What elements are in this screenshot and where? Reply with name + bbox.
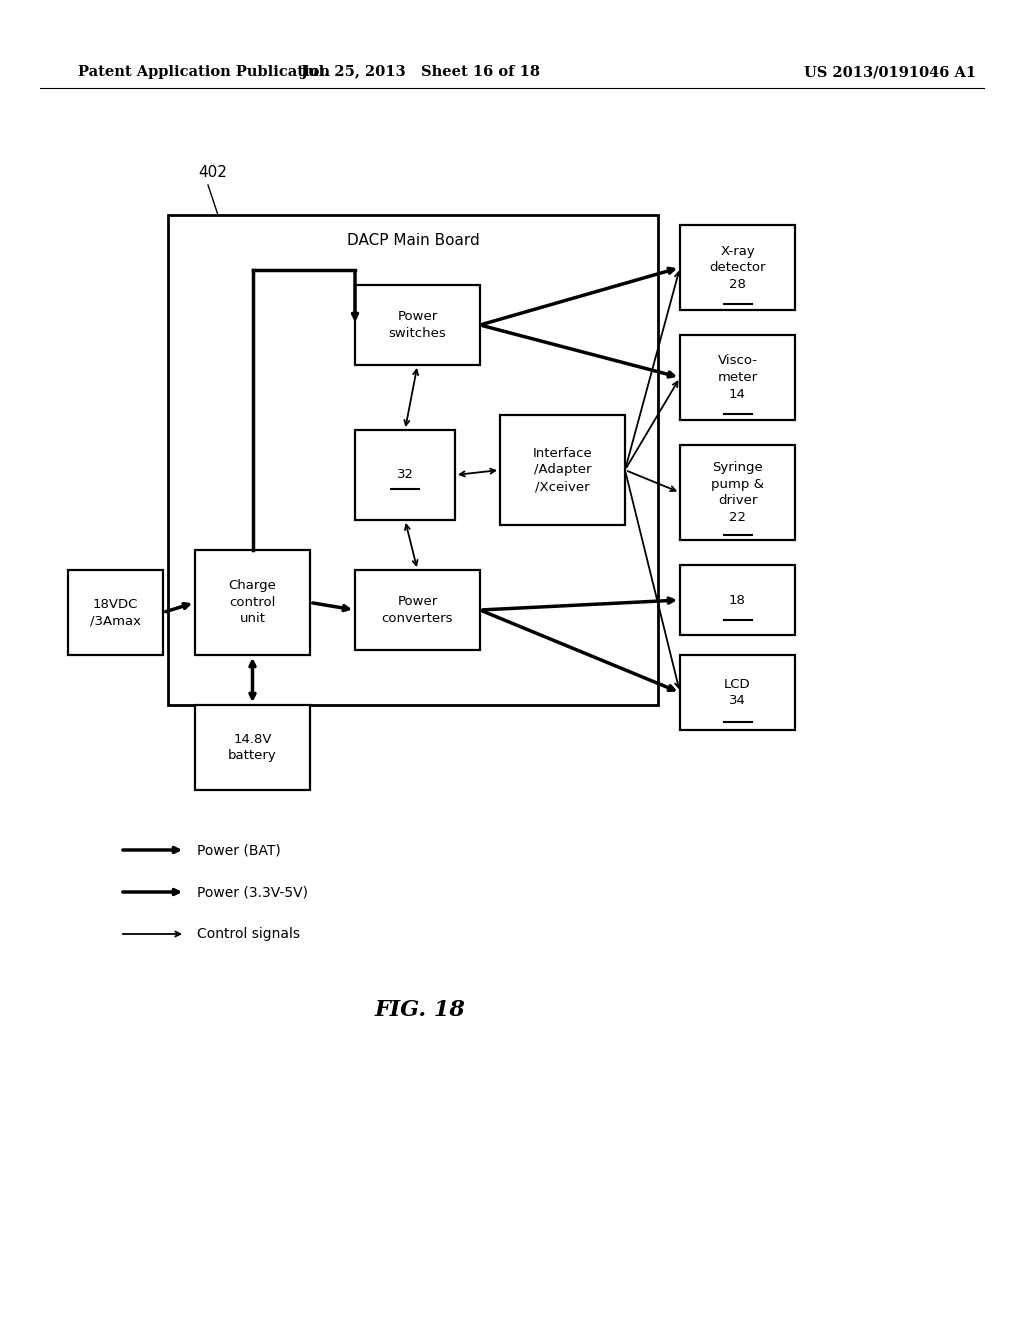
Text: 402: 402 [198,165,227,180]
Text: 32: 32 [396,469,414,482]
Text: Power
converters: Power converters [382,595,454,624]
Bar [680,445,795,540]
Text: Jul. 25, 2013   Sheet 16 of 18: Jul. 25, 2013 Sheet 16 of 18 [300,65,540,79]
Bar [355,285,480,366]
Text: Visco-
meter
14: Visco- meter 14 [718,355,758,400]
Text: FIG. 18: FIG. 18 [375,999,466,1020]
Bar [680,655,795,730]
Text: LCD
34: LCD 34 [724,677,751,708]
Text: Charge
control
unit: Charge control unit [228,579,276,626]
Bar [168,215,658,705]
Bar [68,570,163,655]
Bar [500,414,625,525]
Bar [195,705,310,789]
Text: Power (BAT): Power (BAT) [197,843,281,857]
Text: 14.8V
battery: 14.8V battery [228,733,276,762]
Text: Power (3.3V-5V): Power (3.3V-5V) [197,884,308,899]
Bar [195,550,310,655]
Bar [355,570,480,649]
Text: 18VDC
/3Amax: 18VDC /3Amax [90,598,141,627]
Bar [680,224,795,310]
Text: US 2013/0191046 A1: US 2013/0191046 A1 [804,65,976,79]
Text: 18: 18 [729,594,745,606]
Text: Syringe
pump &
driver
22: Syringe pump & driver 22 [711,461,764,524]
Bar [355,430,455,520]
Bar [680,335,795,420]
Text: Patent Application Publication: Patent Application Publication [78,65,330,79]
Text: Control signals: Control signals [197,927,300,941]
Text: Interface
/Adapter
/Xceiver: Interface /Adapter /Xceiver [532,447,592,492]
Bar [680,565,795,635]
Text: X-ray
detector
28: X-ray detector 28 [710,244,766,290]
Text: DACP Main Board: DACP Main Board [347,234,479,248]
Text: Power
switches: Power switches [389,310,446,339]
